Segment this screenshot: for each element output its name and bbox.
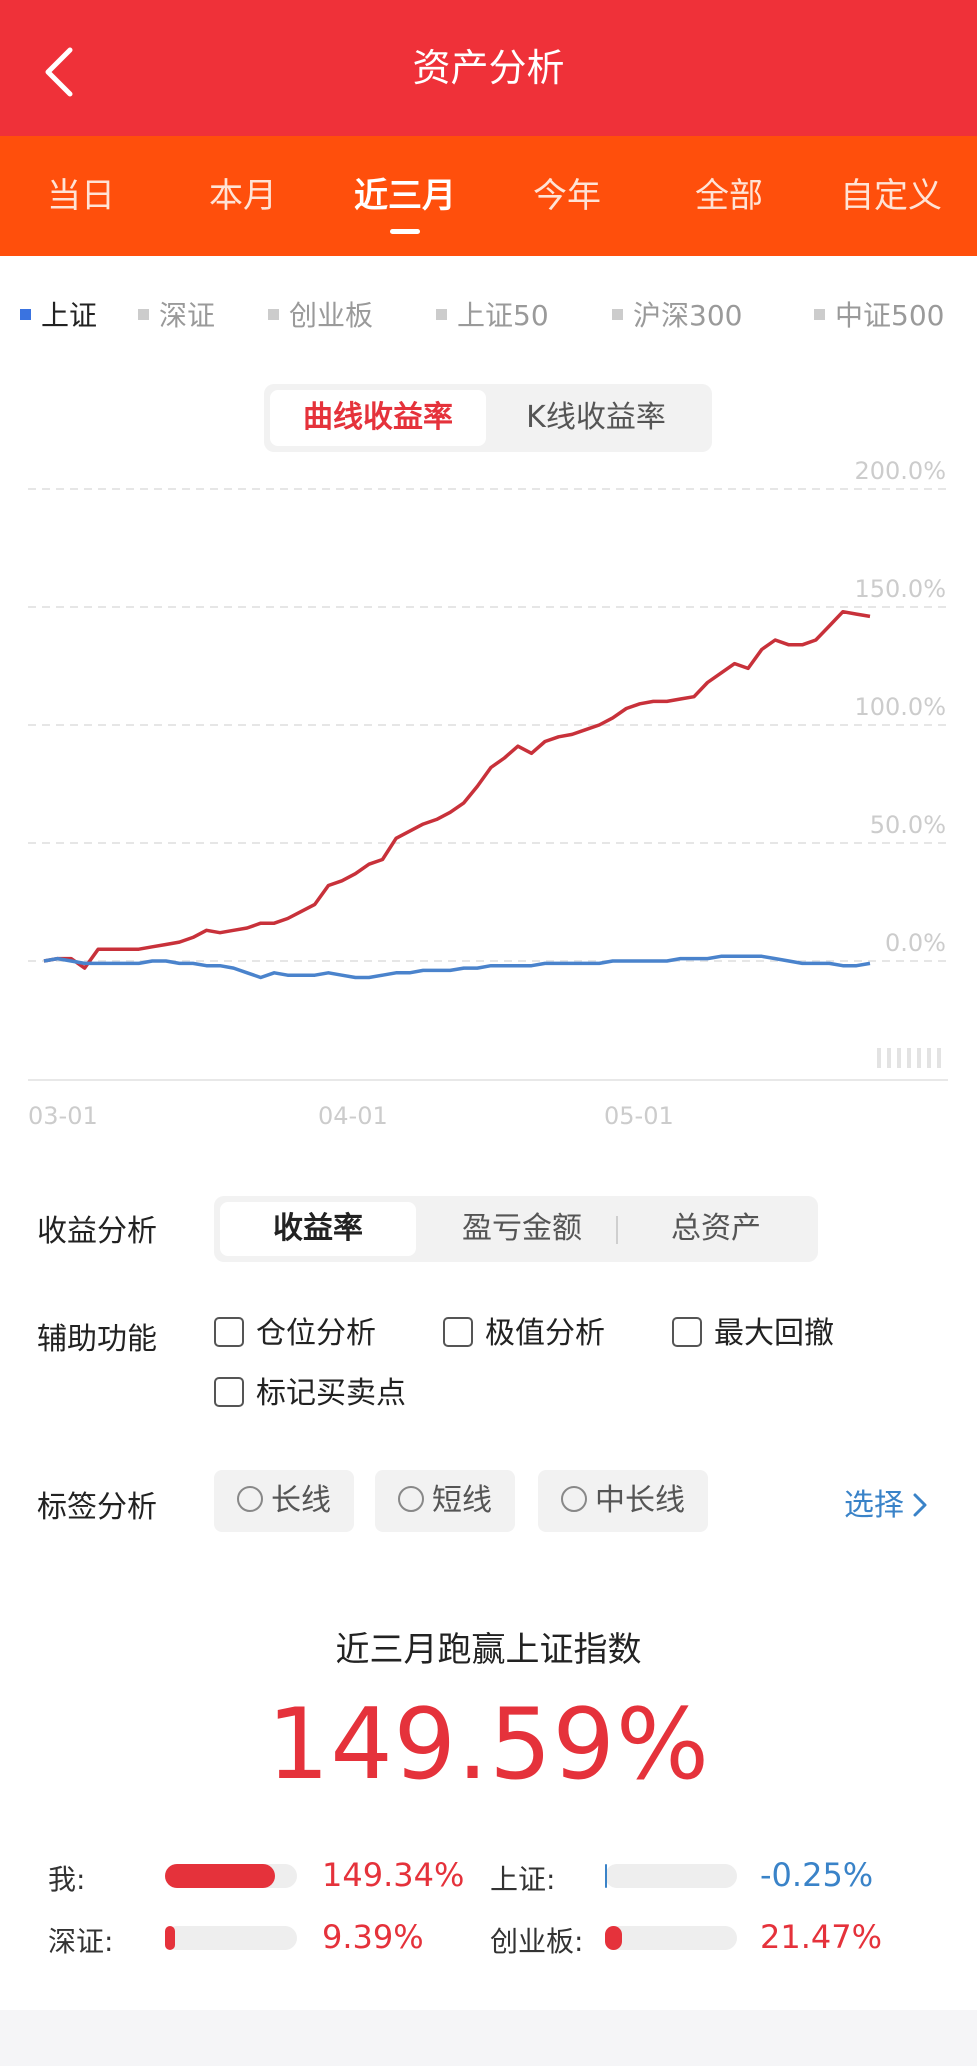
- y-tick-label: 50.0%: [870, 811, 946, 839]
- tag-label: 长线: [271, 1483, 331, 1518]
- index-label: 创业板: [289, 299, 374, 332]
- tag-label: 中长线: [595, 1483, 685, 1518]
- chart-range-handle[interactable]: [877, 1048, 941, 1068]
- checkbox-label: 极值分析: [485, 1316, 605, 1351]
- index-label: 沪深300: [633, 299, 743, 332]
- compare-value-shenzhen: 9.39%: [322, 1918, 424, 1956]
- index-return-line: [43, 954, 871, 980]
- tab-three-months-label: 近三月: [354, 176, 456, 216]
- compare-bar-chinext: [605, 1926, 737, 1950]
- position-analysis-checkbox[interactable]: 仓位分析: [214, 1314, 376, 1354]
- mark-trades-checkbox[interactable]: 标记买卖点: [214, 1374, 406, 1414]
- index-shanghai[interactable]: 上证: [20, 298, 97, 334]
- legend-square-icon: [814, 308, 825, 320]
- summary-value: 149.59%: [266, 1688, 711, 1802]
- compare-value-me: 149.34%: [322, 1856, 465, 1894]
- tab-this-month[interactable]: 本月: [209, 176, 277, 216]
- compare-label-me: 我:: [48, 1863, 86, 1896]
- index-csi500[interactable]: 中证500: [814, 298, 944, 334]
- index-shenzhen[interactable]: 深证: [138, 298, 215, 334]
- curve-return-option[interactable]: 曲线收益率: [270, 390, 486, 446]
- checkbox-icon: [214, 1316, 244, 1347]
- active-tab-indicator: [390, 229, 420, 234]
- tag-mid-long-term[interactable]: 中长线: [538, 1470, 708, 1532]
- checkbox-icon: [443, 1316, 473, 1347]
- chart-mode-switch: 曲线收益率 K线收益率: [264, 384, 712, 452]
- aux-label: 辅助功能: [37, 1322, 157, 1357]
- y-tick-label: 150.0%: [854, 575, 946, 603]
- compare-bar-shanghai: [605, 1864, 737, 1888]
- tags-label: 标签分析: [37, 1490, 157, 1525]
- x-tick-label: 03-01: [28, 1102, 98, 1130]
- compare-value-shanghai: -0.25%: [760, 1856, 874, 1894]
- total-assets-option[interactable]: 总资产: [671, 1211, 761, 1246]
- compare-bar-fill: [165, 1864, 275, 1888]
- metric-switch: 收益率 盈亏金额 总资产: [214, 1196, 818, 1262]
- kline-return-option[interactable]: K线收益率: [526, 400, 666, 435]
- tag-short-term[interactable]: 短线: [375, 1470, 515, 1532]
- return-chart: 200.0% 150.0% 100.0% 50.0% 0.0% 03-01 04-01 05…: [28, 457, 948, 1130]
- max-drawdown-checkbox[interactable]: 最大回撤: [672, 1314, 834, 1354]
- legend-square-icon: [612, 308, 623, 320]
- checkbox-icon: [672, 1316, 702, 1347]
- page-title: 资产分析: [412, 46, 565, 90]
- app-header: [0, 0, 977, 136]
- tab-this-year[interactable]: 今年: [533, 176, 601, 216]
- divider: [616, 1216, 618, 1244]
- tag-label: 短线: [432, 1483, 492, 1518]
- y-tick-label: 0.0%: [885, 929, 946, 957]
- analysis-label: 收益分析: [37, 1214, 157, 1249]
- compare-label-shanghai: 上证:: [490, 1863, 556, 1896]
- index-sse50[interactable]: 上证50: [436, 298, 549, 334]
- index-label: 中证500: [835, 299, 945, 332]
- radio-icon: [561, 1485, 587, 1512]
- choose-label: 选择: [844, 1488, 904, 1523]
- radio-icon: [398, 1485, 424, 1512]
- compare-value-chinext: 21.47%: [760, 1918, 883, 1956]
- profit-amount-option[interactable]: 盈亏金额: [462, 1211, 582, 1246]
- return-rate-option[interactable]: 收益率: [220, 1202, 416, 1256]
- checkbox-label: 标记买卖点: [256, 1376, 406, 1411]
- y-tick-label: 200.0%: [854, 457, 946, 485]
- index-label: 深证: [159, 299, 216, 332]
- radio-icon: [237, 1485, 263, 1512]
- index-csi300[interactable]: 沪深300: [612, 298, 742, 334]
- tag-long-term[interactable]: 长线: [214, 1470, 354, 1532]
- index-label: 上证: [41, 299, 98, 332]
- footer-strip: [0, 2010, 977, 2066]
- y-tick-label: 100.0%: [854, 693, 946, 721]
- legend-square-icon: [436, 308, 447, 320]
- x-tick-label: 04-01: [318, 1102, 388, 1130]
- checkbox-icon: [214, 1376, 244, 1407]
- compare-label-shenzhen: 深证:: [48, 1925, 114, 1958]
- legend-square-icon: [20, 308, 31, 320]
- back-arrow-icon[interactable]: [38, 44, 84, 100]
- checkbox-label: 最大回撤: [714, 1316, 834, 1351]
- compare-label-chinext: 创业板:: [490, 1925, 584, 1958]
- compare-bar-fill: [165, 1926, 175, 1950]
- tab-custom[interactable]: 自定义: [840, 176, 942, 216]
- period-tabs: 当日 本月 近三月 今年 全部 自定义: [0, 136, 977, 256]
- chevron-right-icon: [913, 1493, 927, 1516]
- tab-three-months[interactable]: 近三月: [324, 136, 486, 256]
- compare-bar-fill: [605, 1864, 607, 1888]
- legend-square-icon: [268, 308, 279, 320]
- tab-today[interactable]: 当日: [47, 176, 115, 216]
- checkbox-label: 仓位分析: [256, 1316, 376, 1351]
- compare-bar-shenzhen: [165, 1926, 297, 1950]
- index-chinext[interactable]: 创业板: [268, 298, 373, 334]
- extreme-analysis-checkbox[interactable]: 极值分析: [443, 1314, 605, 1354]
- summary-title: 近三月跑赢上证指数: [335, 1630, 642, 1670]
- compare-bar-fill: [605, 1926, 623, 1950]
- my-return-line: [43, 609, 871, 970]
- index-label: 上证50: [457, 299, 549, 332]
- x-tick-label: 05-01: [604, 1102, 674, 1130]
- choose-link[interactable]: 选择: [844, 1480, 930, 1524]
- tab-all[interactable]: 全部: [695, 176, 763, 216]
- compare-bar-me: [165, 1864, 297, 1888]
- legend-square-icon: [138, 308, 149, 320]
